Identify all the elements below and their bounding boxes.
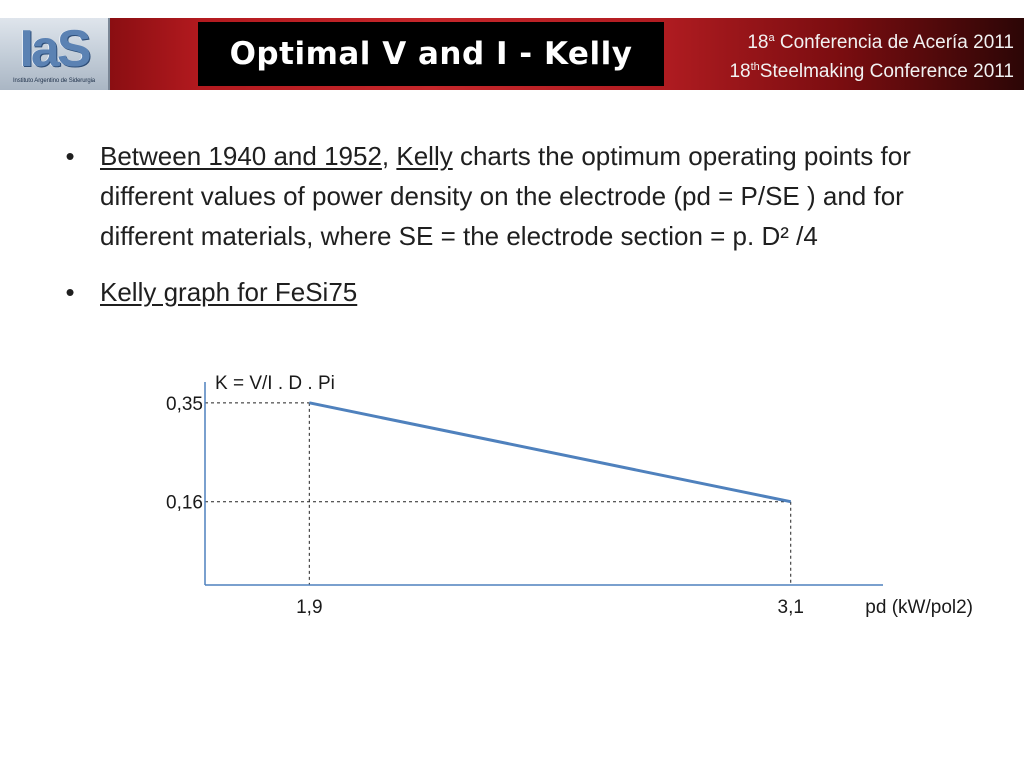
y-tick-label: 0,16 xyxy=(166,493,203,514)
conf-en-text: Steelmaking Conference 2011 xyxy=(759,61,1014,82)
ias-logo: IaS Instituto Argentino de Siderurgia xyxy=(0,18,110,90)
bullet-item-kelly-history: • Between 1940 and 1952, Kelly charts th… xyxy=(60,136,960,256)
conf-es-number: 18 xyxy=(747,32,769,53)
logo-subtitle: Instituto Argentino de Siderurgia xyxy=(12,78,96,84)
link-between-1940-1952[interactable]: Between 1940 and 1952 xyxy=(100,141,382,171)
link-kelly-graph-fesi75[interactable]: Kelly graph for FeSi75 xyxy=(100,277,358,307)
logo-mark: IaS xyxy=(19,20,91,78)
conf-es-ordinal: a xyxy=(768,32,775,44)
header-banner: IaS Instituto Argentino de Siderurgia Op… xyxy=(0,18,1024,90)
conference-en: 18thSteelmaking Conference 2011 xyxy=(674,55,1014,84)
bullet-marker: • xyxy=(65,141,75,171)
conf-en-number: 18 xyxy=(729,61,751,82)
bullet-list: • Between 1940 and 1952, Kelly charts th… xyxy=(60,136,960,312)
y-tick-label: 0,35 xyxy=(166,394,203,415)
bullet-separator: , xyxy=(381,141,397,171)
series-line xyxy=(309,401,792,504)
y-axis-label: K = V/I . D . Pi xyxy=(215,373,335,394)
slide-title: Optimal V and I - Kelly xyxy=(229,36,633,72)
conf-en-ordinal: th xyxy=(750,61,760,73)
slide-title-box: Optimal V and I - Kelly xyxy=(198,22,664,86)
conference-es: 18a Conferencia de Acería 2011 xyxy=(674,26,1014,55)
x-tick-label: 1,9 xyxy=(296,597,322,618)
conf-es-text: Conferencia de Acería 2011 xyxy=(774,32,1014,53)
x-tick-label: 3,1 xyxy=(778,597,804,618)
x-axis-label: pd (kW/pol2) xyxy=(865,597,973,618)
link-kelly[interactable]: Kelly xyxy=(396,141,453,171)
bullet-item-kelly-graph: • Kelly graph for FeSi75 xyxy=(60,272,960,312)
chart-layer: 0,35 0,16 1,9 3,1 K = V/I . D . Pi pd (kW/pol… xyxy=(166,373,973,618)
conference-info: 18a Conferencia de Acería 2011 18thSteel… xyxy=(674,26,1014,84)
bullet-marker: • xyxy=(65,277,75,307)
bullet-text: charts the optimum operating points for … xyxy=(100,141,911,251)
